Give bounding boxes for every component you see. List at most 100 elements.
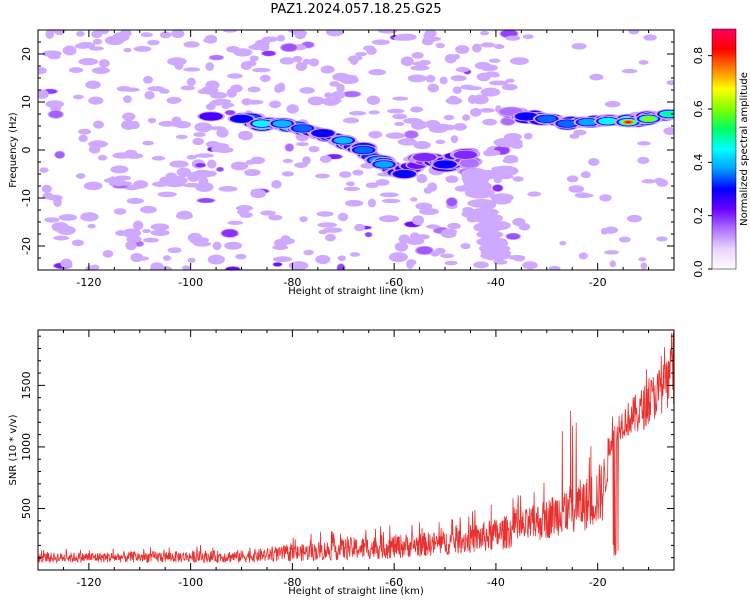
noise-speckle — [288, 261, 309, 270]
heatmap-contour — [58, 214, 78, 221]
heatmap-contour — [286, 104, 299, 114]
noise-speckle — [460, 242, 471, 250]
heatmap-contour — [162, 255, 171, 261]
heatmap-contour — [256, 121, 267, 126]
noise-speckle — [467, 94, 478, 104]
noise-speckle — [216, 127, 229, 138]
noise-speckle — [469, 107, 482, 117]
noise-speckle — [39, 167, 49, 173]
heatmap-contour — [195, 163, 206, 168]
noise-speckle — [42, 50, 62, 58]
noise-speckle — [205, 62, 215, 71]
heatmap-contour — [144, 91, 155, 100]
noise-speckle — [224, 241, 243, 250]
heatmap-contour — [387, 108, 405, 114]
noise-speckle — [237, 130, 253, 141]
heatmap-contour — [232, 115, 252, 123]
colorbar — [711, 28, 737, 270]
noise-speckle — [294, 30, 306, 40]
noise-speckle — [196, 197, 216, 204]
heatmap-contour — [336, 83, 345, 93]
noise-speckle — [47, 109, 64, 119]
heatmap-contour — [205, 170, 217, 177]
noise-speckle — [355, 52, 367, 57]
heatmap-contour — [125, 240, 137, 251]
heatmap-contour — [142, 237, 160, 243]
heatmap-contour — [182, 265, 191, 270]
heatmap-contour — [41, 184, 52, 194]
heatmap-contour — [165, 182, 184, 188]
heatmap-contour — [589, 73, 604, 81]
heatmap-contour — [295, 61, 308, 71]
noise-speckle — [281, 171, 294, 177]
noise-speckle — [407, 74, 427, 83]
heatmap-contour — [397, 138, 417, 146]
heatmap-contour — [281, 171, 294, 177]
heatmap-contour — [241, 98, 252, 106]
heatmap-contour — [355, 52, 367, 57]
noise-speckle — [97, 154, 108, 161]
noise-speckle — [122, 228, 142, 238]
noise-speckle — [159, 31, 172, 39]
heatmap-contour — [73, 94, 84, 100]
noise-speckle — [654, 177, 665, 184]
noise-speckle — [122, 112, 136, 121]
noise-speckle — [120, 181, 133, 186]
noise-speckle — [227, 220, 244, 225]
heatmap-contour — [313, 129, 333, 137]
heatmap-contour — [99, 30, 110, 35]
heatmap-contour — [460, 242, 471, 250]
noise-speckle — [58, 214, 78, 221]
heatmap-contour — [366, 95, 381, 106]
heatmap-contour — [491, 165, 519, 177]
signal-peak — [268, 118, 297, 129]
heatmap-contour — [244, 60, 257, 67]
heatmap-contour — [262, 50, 276, 56]
heatmap-contour — [419, 208, 439, 216]
noise-speckle — [367, 198, 377, 208]
heatmap-contour — [45, 30, 55, 39]
noise-speckle — [324, 92, 333, 98]
noise-speckle — [352, 169, 364, 176]
noise-speckle — [182, 265, 191, 270]
heatmap-contour — [413, 141, 431, 150]
noise-speckle — [406, 237, 425, 246]
heatmap-contour — [337, 212, 349, 222]
heatmap-contour — [488, 80, 509, 86]
noise-speckle — [51, 222, 69, 232]
heatmap-contour — [604, 100, 621, 108]
noise-speckle — [366, 46, 377, 55]
heatmap-contour — [140, 205, 157, 214]
signal-peak — [471, 212, 500, 223]
heatmap-contour — [269, 100, 282, 109]
heatmap-contour — [91, 67, 110, 75]
heatmap-contour — [225, 266, 240, 270]
heatmap-contour — [122, 112, 136, 121]
heatmap-contour — [203, 37, 216, 44]
noise-speckle — [237, 209, 250, 215]
noise-speckle — [53, 235, 70, 241]
heatmap-contour — [205, 140, 221, 148]
heatmap-contour — [638, 60, 649, 65]
noise-speckle — [151, 155, 166, 161]
heatmap-contour — [663, 127, 674, 135]
heatmap-contour — [78, 134, 88, 143]
heatmap-contour — [493, 44, 505, 50]
noise-speckle — [167, 57, 187, 66]
p2-x-tick-label: -40 — [487, 576, 505, 589]
noise-speckle — [604, 250, 619, 255]
heatmap-contour — [303, 249, 314, 256]
heatmap-contour — [85, 80, 101, 90]
noise-speckle — [566, 175, 579, 183]
signal-track — [493, 137, 523, 148]
heatmap-contour — [460, 158, 479, 168]
noise-speckle — [68, 67, 84, 74]
noise-speckle — [235, 253, 247, 260]
noise-speckle — [347, 56, 356, 62]
p1-x-tick-label: -120 — [76, 276, 101, 289]
heatmap-contour — [325, 30, 345, 37]
noise-speckle — [140, 32, 153, 38]
heatmap-contour — [193, 241, 212, 247]
p2-y-tick-label: 1500 — [20, 371, 33, 399]
heatmap-contour — [316, 211, 334, 217]
